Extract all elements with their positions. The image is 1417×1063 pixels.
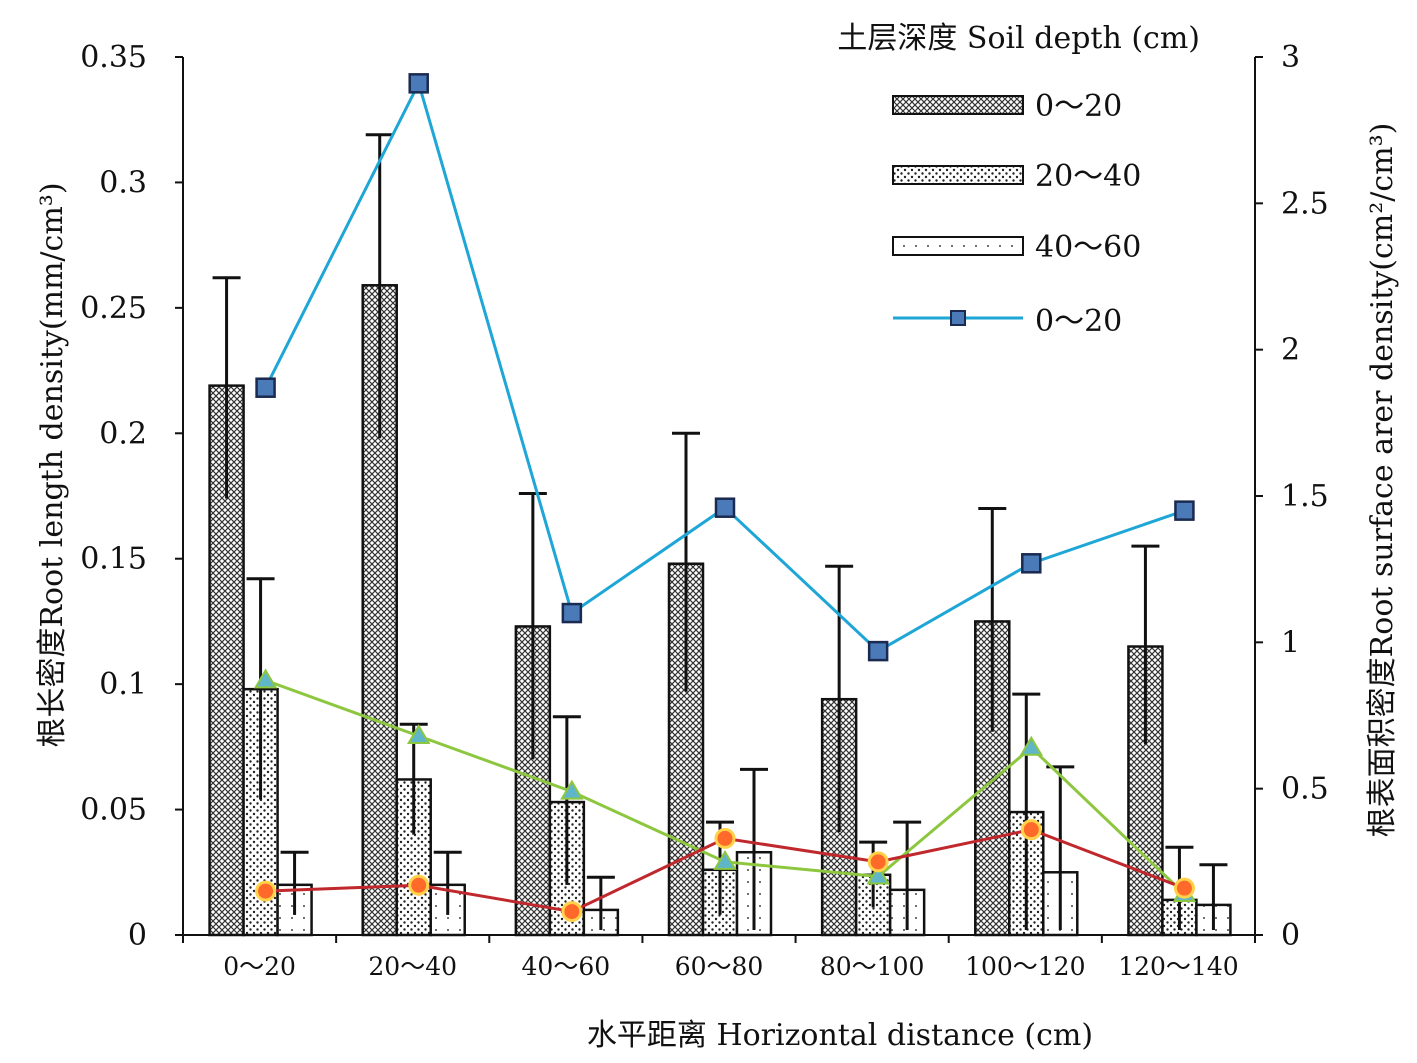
legend: 土层深度 Soil depth (cm) 0～20 20～40 40～60 0～… <box>837 21 1200 339</box>
left-tick-label-7: 0.35 <box>80 40 147 75</box>
line-2-point-5 <box>1020 819 1042 841</box>
legend-label-bar-0: 0～20 <box>1035 89 1122 124</box>
legend-label-bar-2: 40～60 <box>1035 230 1141 265</box>
line-2-point-0 <box>255 880 277 902</box>
legend-marker-line-0 <box>950 310 966 326</box>
lines-layer <box>253 73 1197 923</box>
line-0-point-5 <box>1021 553 1042 574</box>
line-1-point-4 <box>866 864 890 885</box>
line-1-point-5 <box>1019 735 1044 756</box>
legend-label-bar-1: 20～40 <box>1035 159 1141 194</box>
x-tick-label-2: 40～60 <box>522 952 611 981</box>
line-1-point-1 <box>406 724 431 744</box>
left-y-axis-title: 根长密度Root length density(mm/cm³) <box>35 182 70 747</box>
right-y-axis-title: 根表面积密度Root surface arer density(cm²/cm³) <box>1365 123 1400 838</box>
error-bars-layer <box>212 133 1228 930</box>
left-tick-label-2: 0.1 <box>99 667 147 702</box>
right-tick-label-5: 2.5 <box>1281 186 1329 221</box>
line-2-point-3 <box>714 827 736 849</box>
line-2-point-6 <box>1173 877 1195 899</box>
legend-label-line-0: 0～20 <box>1035 304 1122 339</box>
line-0-point-6 <box>1174 500 1195 521</box>
x-tick-label-0: 0～20 <box>223 952 296 981</box>
right-tick-label-2: 1 <box>1281 625 1300 660</box>
right-tick-label-1: 0.5 <box>1281 772 1329 807</box>
line-2-point-4 <box>867 851 889 873</box>
legend-title: 土层深度 Soil depth (cm) <box>837 21 1200 56</box>
left-tick-label-0: 0 <box>128 918 147 953</box>
line-2-point-1 <box>408 874 430 896</box>
line-0-point-3 <box>714 497 736 518</box>
left-tick-label-1: 0.05 <box>80 793 147 828</box>
legend-swatch-bar-2 <box>892 236 1024 256</box>
right-tick-label-0: 0 <box>1281 918 1300 953</box>
left-tick-label-3: 0.15 <box>80 542 147 577</box>
right-tick-label-4: 2 <box>1281 333 1300 368</box>
line-0-point-4 <box>867 640 889 662</box>
x-axis-title: 水平距离 Horizontal distance (cm) <box>587 1018 1093 1053</box>
bar-series-0-3 <box>667 562 705 937</box>
line-0-point-2 <box>561 602 583 624</box>
line-1-point-2 <box>560 779 584 800</box>
line-2-point-2 <box>561 901 583 923</box>
legend-swatch-bar-1 <box>892 165 1024 185</box>
x-tick-label-5: 100～120 <box>965 952 1085 981</box>
x-tick-label-1: 20～40 <box>368 952 457 981</box>
line-1-point-3 <box>713 849 737 870</box>
x-tick-label-3: 60～80 <box>675 952 764 981</box>
line-1-point-0 <box>253 668 278 689</box>
left-tick-label-5: 0.25 <box>80 291 147 326</box>
right-tick-label-3: 1.5 <box>1281 479 1329 514</box>
x-tick-label-6: 120～140 <box>1118 952 1238 981</box>
line-0-point-1 <box>408 73 429 94</box>
left-tick-label-6: 0.3 <box>99 165 147 200</box>
legend-swatch-bar-0 <box>892 95 1024 115</box>
x-tick-label-4: 80～100 <box>820 952 925 981</box>
left-tick-label-4: 0.2 <box>99 416 147 451</box>
line-0-point-0 <box>255 377 276 398</box>
ticks-layer: 0 0.05 0.1 0.15 0.2 0.25 0.3 0.35 0 0.5 1 1.5 2 2.5 3 0… <box>80 40 1329 981</box>
right-tick-label-6: 3 <box>1281 40 1300 75</box>
